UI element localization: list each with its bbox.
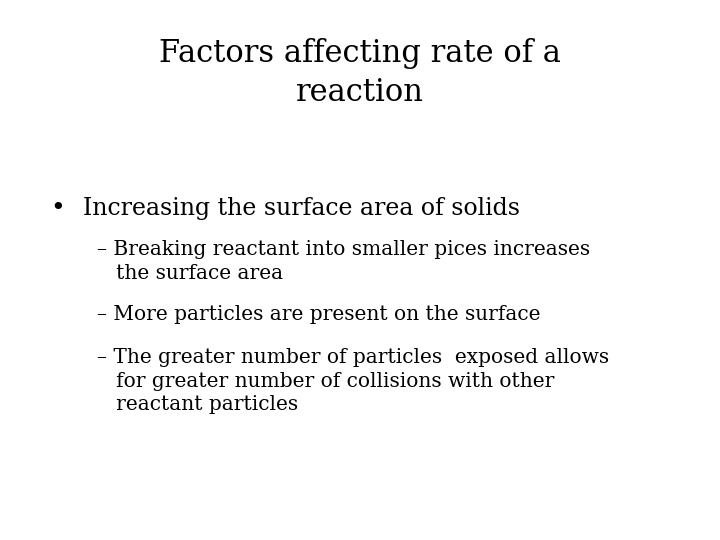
Text: Factors affecting rate of a
reaction: Factors affecting rate of a reaction [159,38,561,108]
Text: •: • [50,197,65,220]
Text: – The greater number of particles  exposed allows
   for greater number of colli: – The greater number of particles expose… [97,348,609,414]
Text: Increasing the surface area of solids: Increasing the surface area of solids [83,197,520,220]
Text: – Breaking reactant into smaller pices increases
   the surface area: – Breaking reactant into smaller pices i… [97,240,590,283]
Text: – More particles are present on the surface: – More particles are present on the surf… [97,305,541,324]
